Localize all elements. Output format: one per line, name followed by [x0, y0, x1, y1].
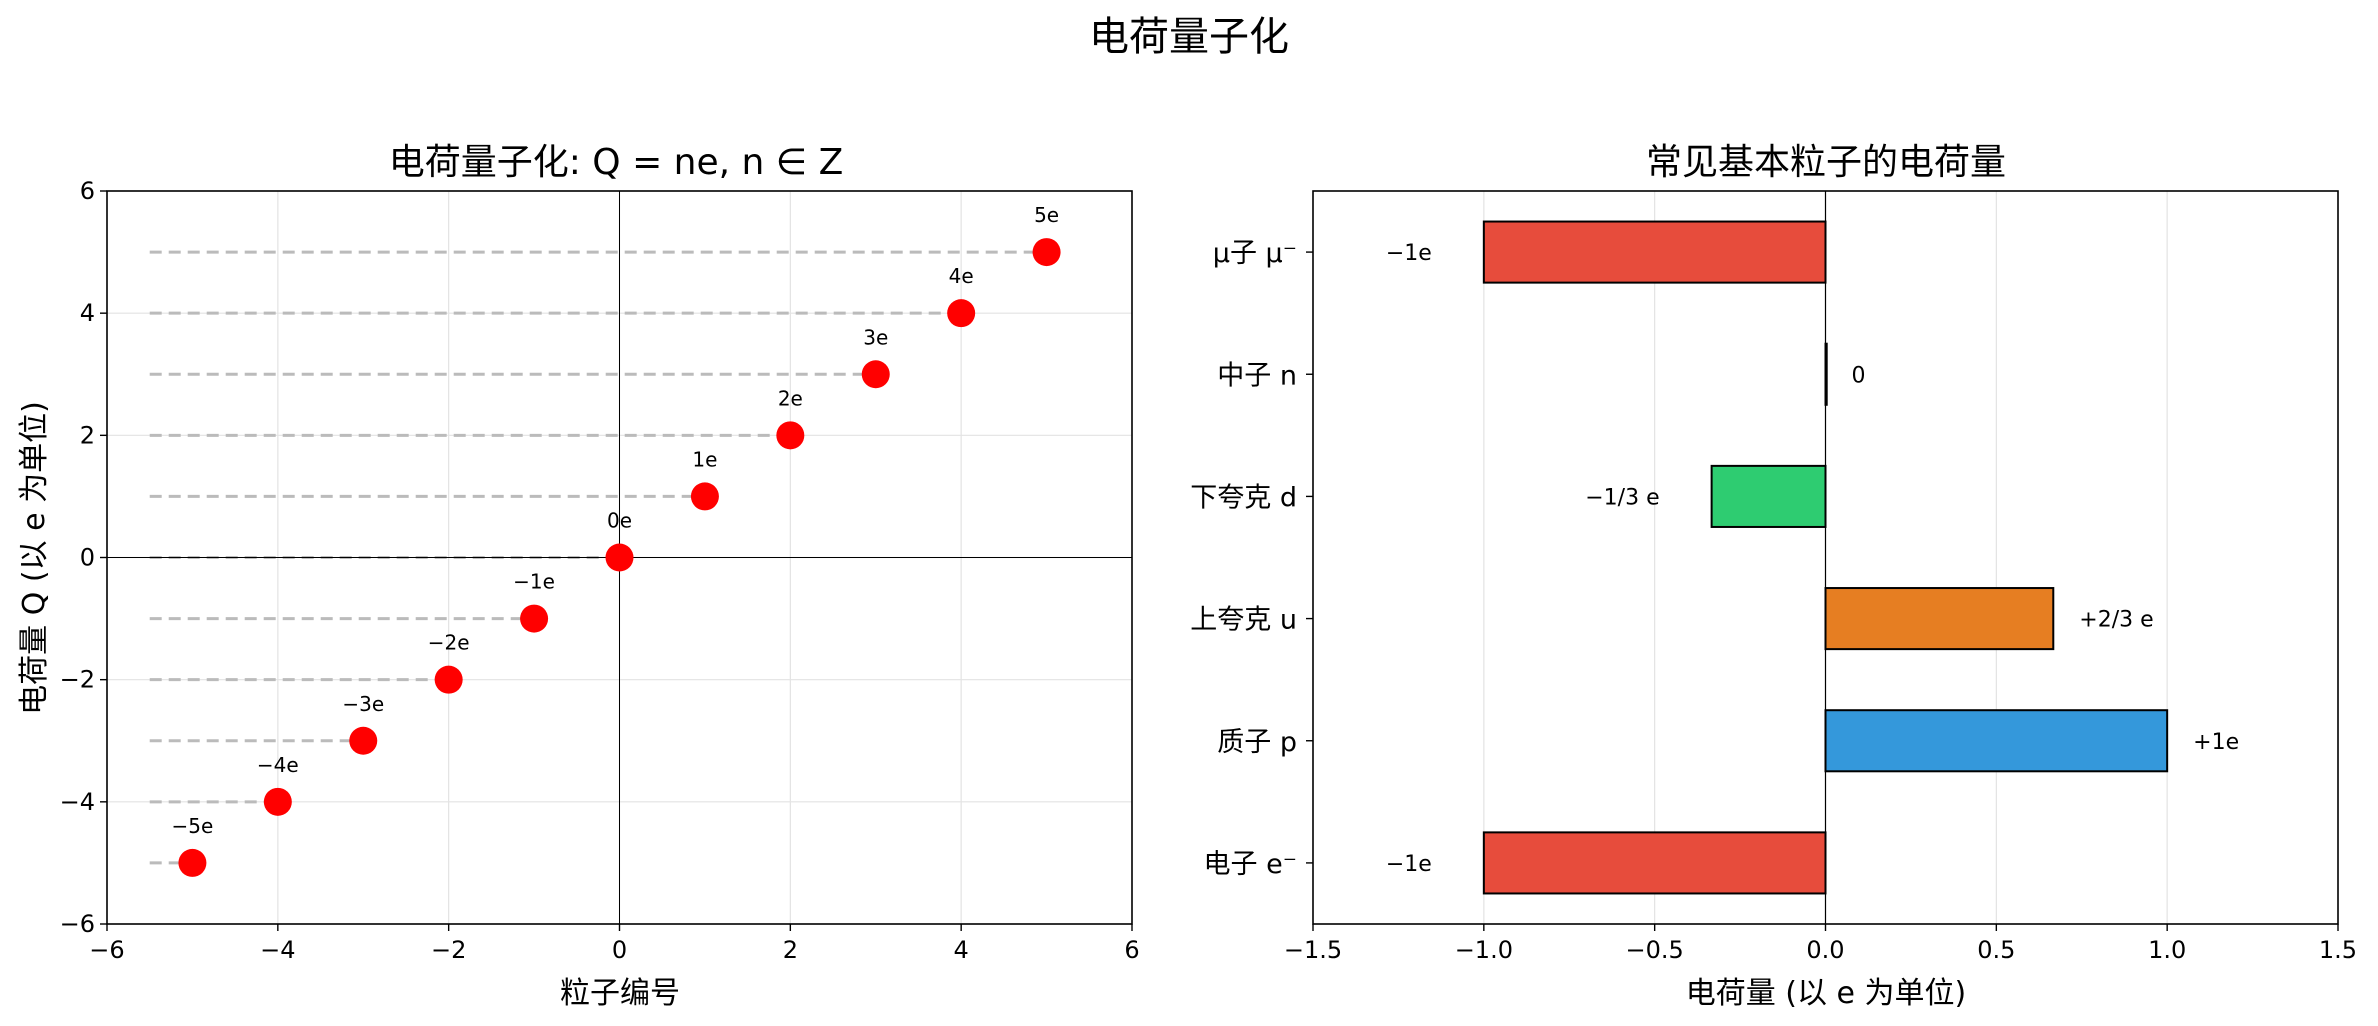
bar-category-label: 上夸克 u [1190, 605, 1297, 636]
scatter-x-label: 粒子编号 [560, 976, 680, 1011]
scatter-point-label: −5e [172, 814, 214, 838]
bar [1824, 709, 2169, 773]
quantization-scatter-panel: 电荷量子化: Q = ne, n ∈ Z −5e −4e −3e −2e −1e 0e 1e… [17, 142, 1140, 1011]
bar-series [1482, 220, 2169, 895]
scatter-x-tick-label: −4 [260, 936, 295, 964]
scatter-point-label: 5e [1034, 203, 1059, 227]
scatter-point [520, 604, 549, 633]
bar-title: 常见基本粒子的电荷量 [1646, 142, 2006, 183]
scatter-title: 电荷量子化: Q = ne, n ∈ Z [389, 142, 844, 183]
scatter-x-tick-label: 0 [612, 936, 627, 964]
bar-category-label: 下夸克 d [1190, 482, 1297, 513]
bar-category-label: 中子 n [1217, 360, 1297, 391]
scatter-point-label: −2e [428, 631, 470, 655]
scatter-point [776, 421, 805, 450]
scatter-point [861, 360, 890, 389]
scatter-point-label: 1e [692, 447, 717, 471]
scatter-x-tick-label: −6 [89, 936, 124, 964]
bar-value-label: −1e [1386, 852, 1432, 877]
bar-x-ticks: −1.5 −1.0 −0.5 0.0 0.5 1.0 1.5 [1284, 924, 2357, 964]
bar-category-ticks: 电子 e⁻ 质子 p 上夸克 u 下夸克 d 中子 n μ子 μ⁻ [1190, 238, 1313, 880]
bar-x-label: 电荷量 (以 e 为单位) [1686, 976, 1966, 1011]
scatter-x-tick-label: −2 [431, 936, 466, 964]
scatter-point-label: 2e [778, 386, 803, 410]
bar-category-label: 质子 p [1217, 727, 1297, 758]
scatter-y-tick-label: −6 [60, 910, 95, 938]
scatter-x-ticks: −6 −4 −2 0 2 4 6 [89, 924, 1140, 964]
scatter-point [605, 543, 634, 572]
figure-suptitle: 电荷量子化 [1089, 14, 1289, 60]
scatter-point-label: 3e [863, 325, 888, 349]
scatter-point-labels: −5e −4e −3e −2e −1e 0e 1e 2e 3e 4e 5e [172, 203, 1060, 838]
bar [1710, 464, 1827, 528]
scatter-point [1032, 238, 1061, 267]
bar-x-tick-label: 0.0 [1806, 936, 1844, 964]
scatter-x-tick-label: 4 [954, 936, 969, 964]
bar-x-tick-label: −1.0 [1455, 936, 1513, 964]
bar-category-label: μ子 μ⁻ [1213, 238, 1297, 269]
scatter-y-tick-label: 4 [80, 299, 95, 327]
bar-x-tick-label: 1.5 [2319, 936, 2357, 964]
bar-category-label: 电子 e⁻ [1204, 849, 1297, 880]
bar-value-label: −1/3 e [1585, 485, 1659, 510]
scatter-point-label: 4e [949, 264, 974, 288]
particle-charge-bar-panel: 常见基本粒子的电荷量 −1e+1e+2/3 e−1/3 e0−1e −1.5 −1… [1190, 142, 2357, 1011]
scatter-y-label: 电荷量 Q (以 e 为单位) [17, 401, 52, 715]
bar [1482, 831, 1827, 895]
scatter-point [263, 787, 292, 816]
bar-value-label: +1e [2193, 730, 2239, 755]
bar-x-tick-label: 0.5 [1977, 936, 2015, 964]
scatter-point-label: 0e [607, 509, 632, 533]
scatter-point [434, 665, 463, 694]
scatter-x-tick-label: 6 [1124, 936, 1139, 964]
scatter-y-tick-label: 6 [80, 177, 95, 205]
bar-x-tick-label: −1.5 [1284, 936, 1342, 964]
scatter-y-tick-label: −4 [60, 788, 95, 816]
scatter-y-tick-label: 2 [80, 421, 95, 449]
scatter-point-label: −4e [257, 753, 299, 777]
scatter-point-label: −1e [513, 570, 555, 594]
scatter-point [349, 726, 378, 755]
scatter-point [947, 299, 976, 328]
scatter-y-tick-label: −2 [60, 666, 95, 694]
scatter-point [690, 482, 719, 511]
bar-value-label: −1e [1386, 241, 1432, 266]
bar [1482, 220, 1827, 284]
bar-value-label: 0 [1852, 363, 1866, 388]
scatter-x-tick-label: 2 [783, 936, 798, 964]
scatter-y-tick-label: 0 [80, 544, 95, 572]
bar-x-tick-label: 1.0 [2148, 936, 2186, 964]
bar-value-label: +2/3 e [2079, 608, 2153, 633]
bar [1824, 587, 2055, 651]
scatter-points [178, 238, 1061, 877]
scatter-point [178, 848, 207, 877]
bar-x-tick-label: −0.5 [1626, 936, 1684, 964]
scatter-y-ticks: −6 −4 −2 0 2 4 6 [60, 177, 107, 938]
scatter-point-label: −3e [342, 692, 384, 716]
bar-value-labels: −1e +1e +2/3 e −1/3 e 0 −1e [1386, 241, 2239, 877]
